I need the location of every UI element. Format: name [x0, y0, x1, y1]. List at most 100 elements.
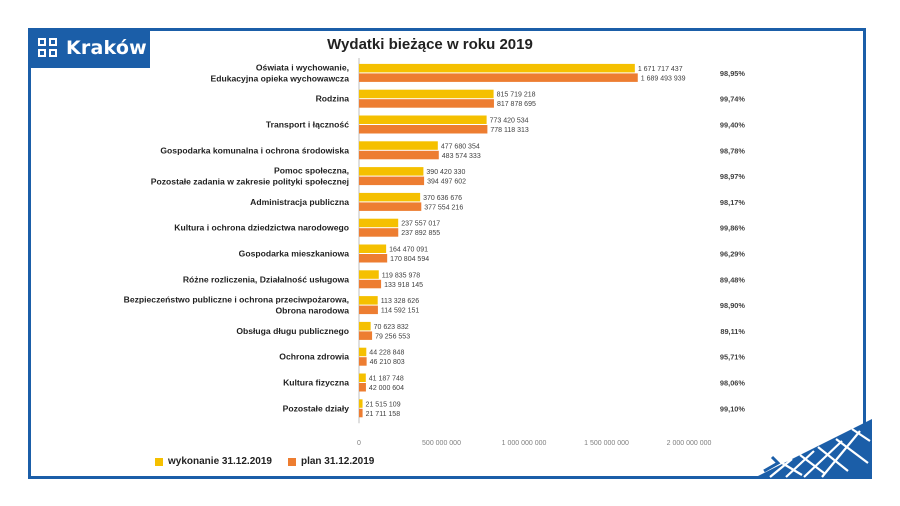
- chart-legend: wykonanie 31.12.2019 plan 31.12.2019: [155, 456, 374, 467]
- percentage-label: 98,90%: [720, 301, 745, 310]
- bar-plan: [359, 331, 373, 340]
- legend-item-plan: plan 31.12.2019: [287, 456, 375, 467]
- data-label-wykonanie: 70 623 832: [374, 324, 409, 331]
- bar-plan: [359, 408, 363, 418]
- bar-wykonanie: [359, 373, 366, 382]
- data-label-wykonanie: 21 515 109: [366, 401, 401, 408]
- bar-plan: [359, 228, 399, 237]
- category-label: Obsługa długu publicznego: [236, 326, 349, 336]
- data-label-plan: 817 878 695: [497, 101, 536, 108]
- category-label: Pozostałe działy: [283, 403, 350, 413]
- category-label: Bezpieczeństwo publiczne i ochrona przec…: [124, 295, 349, 305]
- data-label-plan: 377 554 216: [424, 204, 463, 211]
- legend-label-wykonanie: wykonanie 31.12.2019: [168, 456, 272, 467]
- percentage-label: 99,86%: [720, 224, 745, 233]
- bar-wykonanie: [359, 63, 635, 73]
- chart-title: Wydatki bieżące w roku 2019: [327, 36, 533, 53]
- bar-plan: [359, 99, 494, 108]
- percentage-label: 98,78%: [720, 146, 745, 155]
- bar-wykonanie: [359, 89, 494, 99]
- percentage-label: 99,10%: [720, 404, 745, 413]
- category-label: Gospodarka komunalna i ochrona środowisk…: [160, 145, 349, 155]
- bar-wykonanie: [359, 218, 399, 228]
- category-label: Rodzina: [316, 94, 350, 104]
- bar-plan: [359, 254, 388, 263]
- bar-plan: [359, 176, 425, 186]
- legend-swatch-plan: [287, 457, 296, 466]
- bar-plan: [359, 125, 488, 134]
- x-tick-label: 1 000 000 000: [502, 440, 547, 447]
- data-label-plan: 483 574 333: [442, 153, 481, 160]
- bar-wykonanie: [359, 141, 438, 150]
- category-label: Pozostałe zadania w zakresie polityki sp…: [151, 177, 349, 187]
- bar-wykonanie: [359, 321, 371, 331]
- percentage-label: 96,29%: [720, 250, 745, 259]
- legend-label-plan: plan 31.12.2019: [300, 456, 375, 467]
- data-label-plan: 133 918 145: [384, 282, 423, 289]
- data-label-plan: 42 000 604: [369, 385, 404, 392]
- bar-plan: [359, 305, 378, 315]
- data-label-wykonanie: 773 420 534: [490, 118, 529, 125]
- percentage-label: 98,06%: [720, 379, 745, 388]
- data-label-wykonanie: 164 470 091: [389, 247, 428, 254]
- bar-wykonanie: [359, 399, 363, 408]
- x-tick-label: 1 500 000 000: [584, 440, 629, 447]
- category-label: Różne rozliczenia, Działalność usługowa: [183, 274, 349, 284]
- data-label-plan: 21 711 158: [366, 411, 401, 418]
- bar-plan: [359, 150, 439, 160]
- city-map-decoration: [752, 419, 872, 479]
- bar-plan: [359, 73, 638, 82]
- bar-wykonanie: [359, 115, 487, 124]
- data-label-wykonanie: 370 636 676: [423, 195, 462, 202]
- bar-plan: [359, 202, 422, 211]
- data-label-wykonanie: 815 719 218: [497, 92, 536, 99]
- bar-wykonanie: [359, 192, 421, 202]
- data-label-wykonanie: 119 835 978: [382, 272, 421, 279]
- percentage-label: 98,17%: [720, 198, 745, 207]
- logo-text: Kraków: [66, 37, 147, 59]
- bar-wykonanie: [359, 167, 424, 176]
- krakow-logo-icon: [38, 38, 58, 58]
- percentage-label: 89,48%: [720, 275, 745, 284]
- category-label: Pomoc społeczna,: [274, 166, 349, 176]
- data-label-wykonanie: 477 680 354: [441, 143, 480, 150]
- data-label-plan: 778 118 313: [490, 127, 529, 134]
- bar-wykonanie: [359, 296, 378, 305]
- data-label-plan: 114 592 151: [381, 308, 420, 315]
- data-label-wykonanie: 1 671 717 437: [638, 66, 683, 73]
- bar-wykonanie: [359, 244, 387, 253]
- legend-item-wykonanie: wykonanie 31.12.2019: [155, 456, 272, 467]
- data-label-wykonanie: 44 228 848: [369, 350, 404, 357]
- percentage-label: 98,95%: [720, 69, 745, 78]
- bar-plan: [359, 279, 382, 289]
- percentage-label: 89,11%: [720, 327, 745, 336]
- data-label-plan: 79 256 553: [375, 333, 410, 340]
- category-label: Kultura i ochrona dziedzictwa narodowego: [174, 223, 349, 233]
- category-label: Administracja publiczna: [250, 197, 349, 207]
- percentage-label: 99,74%: [720, 95, 745, 104]
- x-tick-label: 500 000 000: [422, 440, 461, 447]
- x-tick-label: 2 000 000 000: [667, 440, 712, 447]
- data-label-wykonanie: 41 187 748: [369, 376, 404, 383]
- bar-wykonanie: [359, 347, 367, 357]
- data-label-plan: 170 804 594: [390, 256, 429, 263]
- data-label-plan: 46 210 803: [370, 359, 405, 366]
- category-label: Edukacyjna opieka wychowawcza: [210, 73, 349, 83]
- data-label-plan: 394 497 602: [427, 179, 466, 186]
- data-label-wykonanie: 113 328 626: [381, 298, 420, 305]
- krakow-logo: Kraków: [28, 28, 150, 68]
- percentage-label: 98,97%: [720, 172, 745, 181]
- bar-wykonanie: [359, 270, 379, 279]
- percentage-label: 99,40%: [720, 121, 745, 130]
- percentage-label: 95,71%: [720, 353, 745, 362]
- data-label-plan: 237 892 855: [401, 230, 440, 237]
- category-label: Transport i łączność: [266, 120, 349, 130]
- data-label-wykonanie: 237 557 017: [401, 221, 440, 228]
- x-tick-label: 0: [357, 440, 361, 447]
- legend-swatch-wykonanie: [155, 457, 163, 466]
- category-label: Ochrona zdrowia: [279, 352, 349, 362]
- category-label: Oświata i wychowanie,: [256, 62, 349, 72]
- bar-plan: [359, 357, 367, 366]
- bar-plan: [359, 383, 366, 392]
